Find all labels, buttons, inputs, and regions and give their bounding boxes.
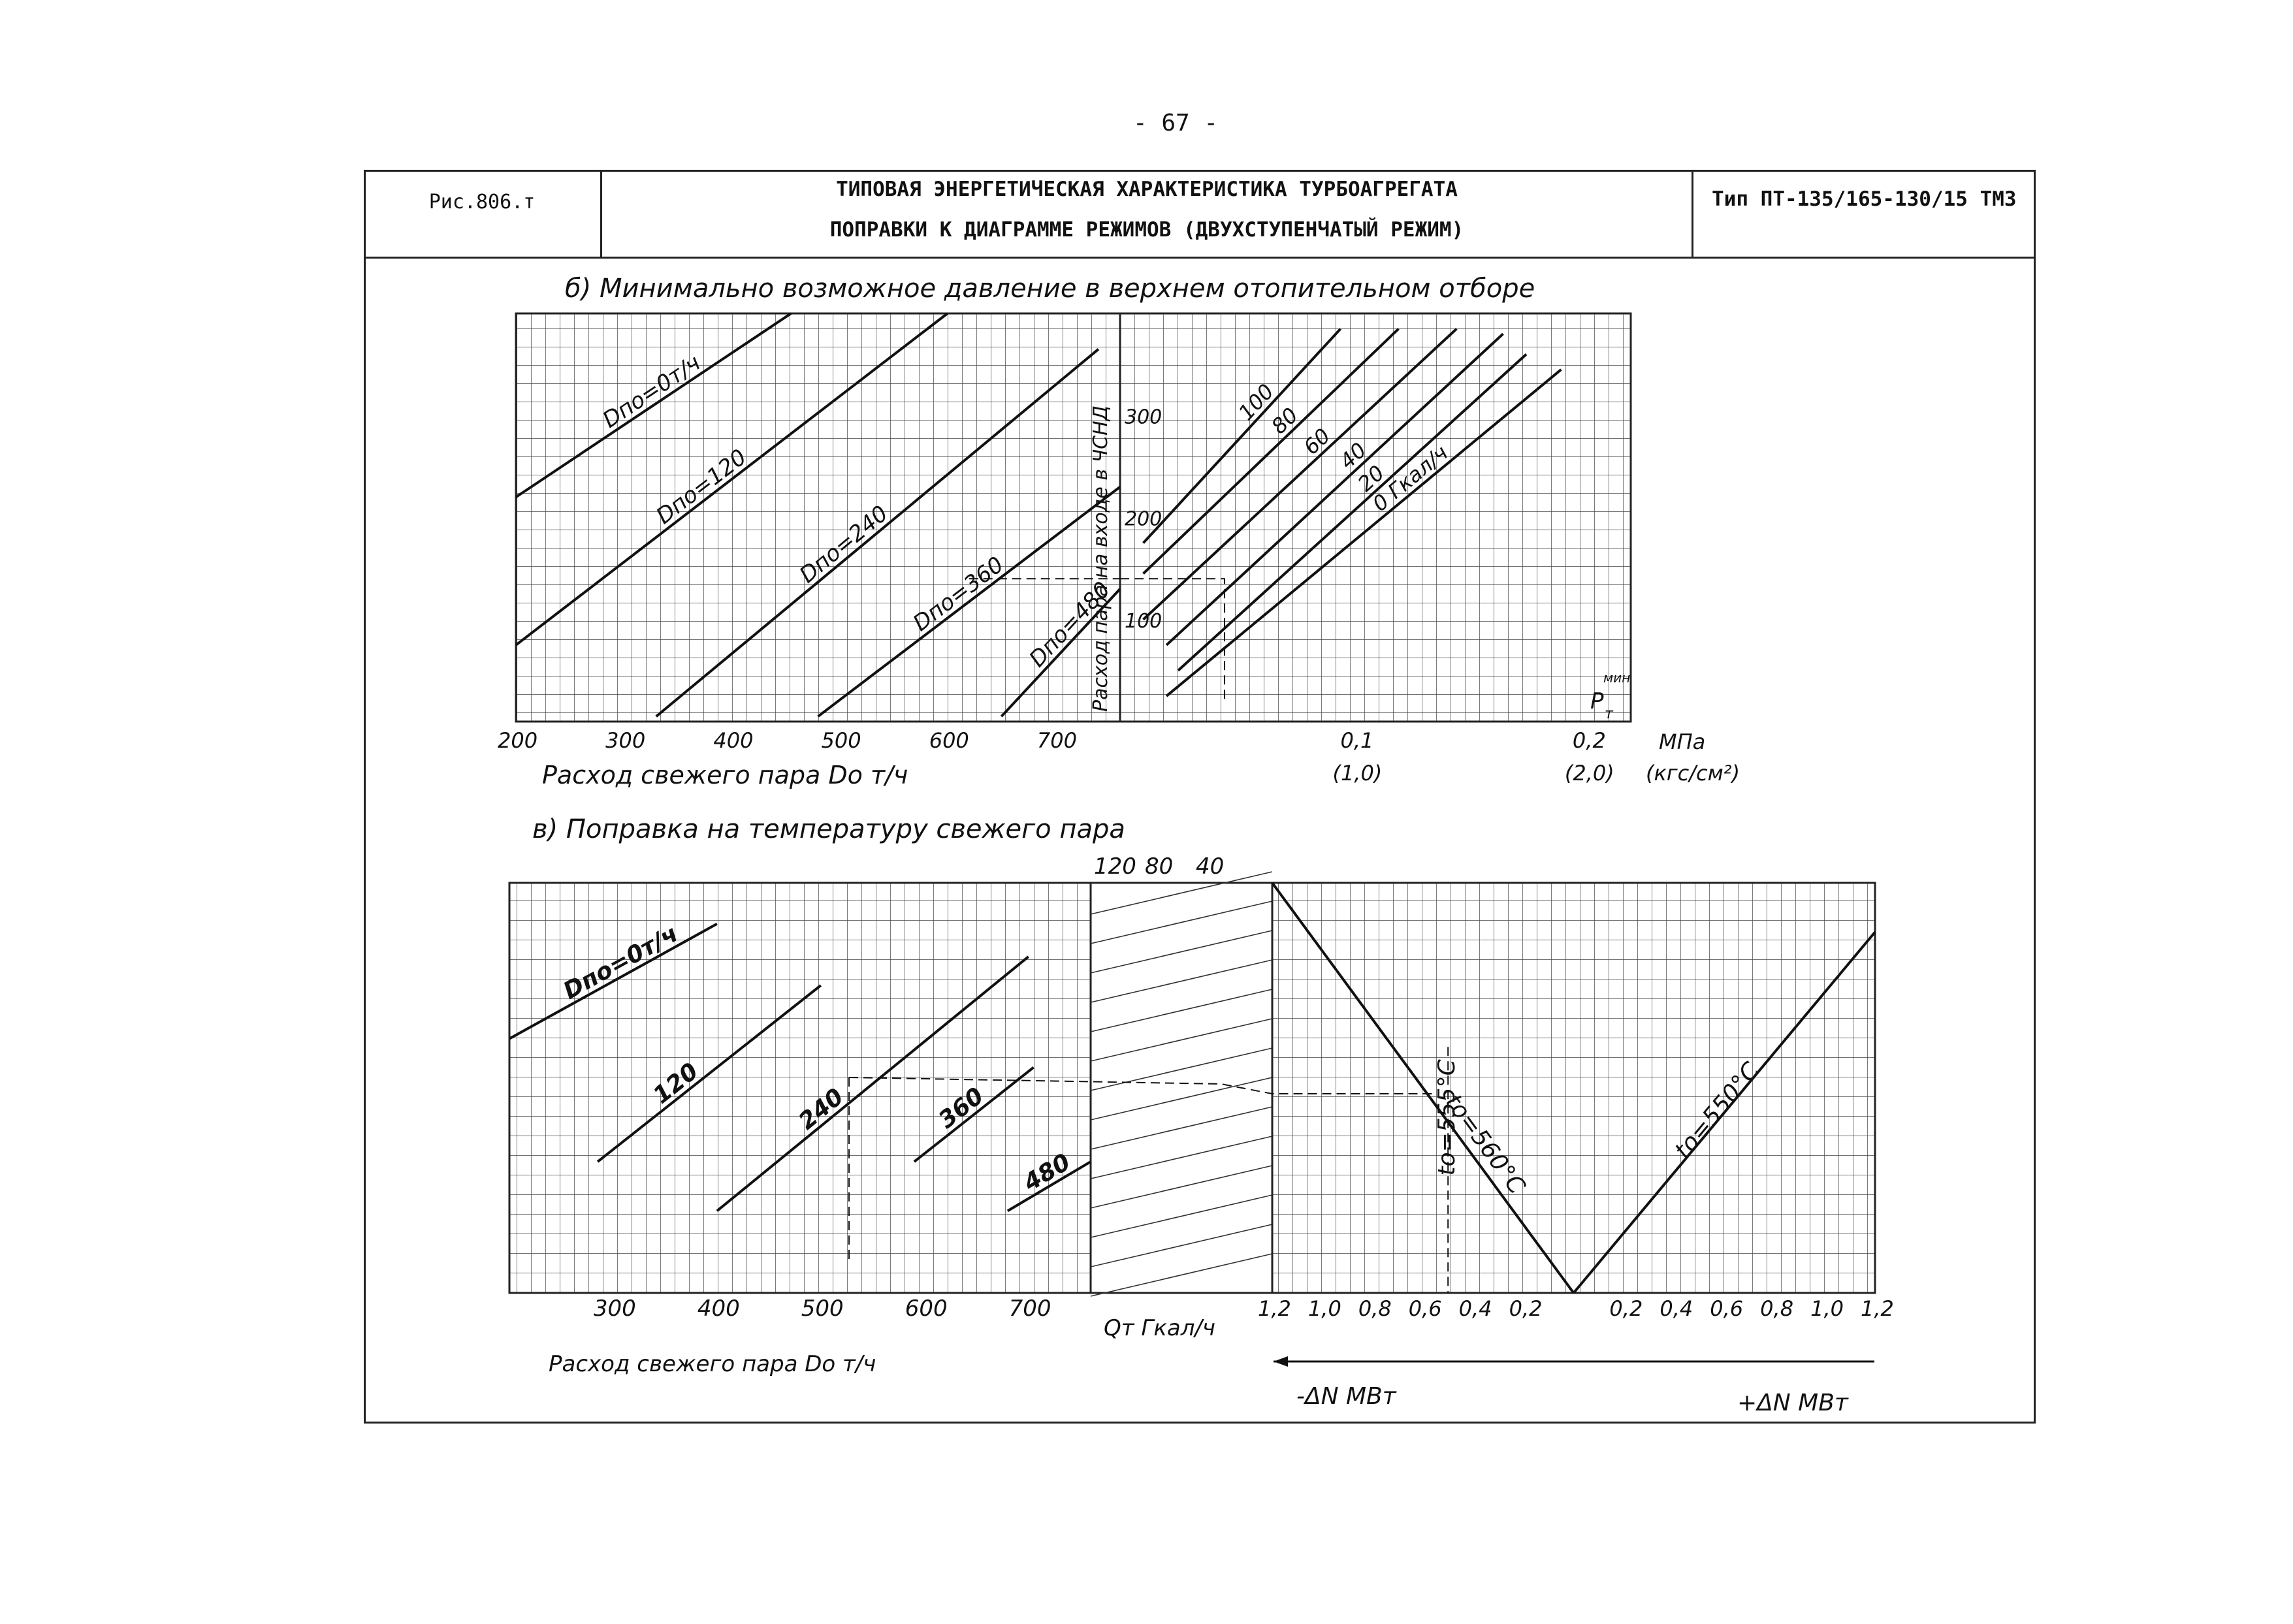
chart-b-x-tick: 500 (822, 728, 861, 753)
chart-v-right-x-tick-pos: 0,6 (1710, 1296, 1743, 1321)
chart-b-right-series-line (1142, 328, 1342, 544)
hatch-line (1090, 1018, 1273, 1062)
chart-v-example-path (848, 1077, 1434, 1094)
chart-b-right-y-tick: 200 (1125, 508, 1162, 531)
chart-v-left-panel (508, 882, 1092, 1294)
drawing-frame (364, 170, 2036, 1424)
chart-b-right-series-line (1165, 332, 1504, 646)
chart-b-right-series-line (1165, 368, 1562, 697)
title-line-1: ТИПОВАЯ ЭНЕРГЕТИЧЕСКАЯ ХАРАКТЕРИСТИКА ТУ… (836, 178, 1458, 201)
chart-v-right-series-line (1572, 931, 1876, 1294)
chart-v-neg-label: -ΔN МВт (1296, 1383, 1397, 1410)
chart-b-corner-sup: мин (1603, 670, 1630, 686)
chart-v-pos-label: +ΔN МВт (1737, 1390, 1849, 1416)
chart-b-x-tick: 600 (929, 728, 969, 753)
chart-v-middle-panel (1089, 871, 1274, 1297)
chart-v-right-x-tick-neg: 0,4 (1459, 1296, 1492, 1321)
chart-b-x-tick: 700 (1037, 728, 1077, 753)
chart-v-x-tick: 600 (905, 1296, 948, 1322)
figure-label: Рис.806.т (364, 170, 602, 257)
chart-b-title: б) Минимально возможное давление в верхн… (565, 274, 1535, 304)
chart-b-series-line (817, 486, 1121, 718)
chart-b-right-series-line (1142, 327, 1400, 575)
title-block: Рис.806.т ТИПОВАЯ ЭНЕРГЕТИЧЕСКАЯ ХАРАКТЕ… (364, 170, 2036, 259)
chart-v-right-panel (1271, 882, 1876, 1294)
chart-b-series-line (515, 312, 792, 498)
chart-b-ylabel: Расход пара на входе в ЧСНД (1089, 406, 1112, 712)
chart-v-middle-top-tick: 80 (1145, 853, 1173, 880)
chart-b-series-line (515, 312, 948, 646)
turbine-type: Тип ПТ-135/165-130/15 ТМЗ (1712, 187, 2017, 211)
chart-v-series-line (596, 984, 822, 1163)
chart-b-right-x-tick: 0,2 (1573, 728, 1606, 753)
page-number: - 67 - (1132, 110, 1219, 136)
chart-v-x-tick: 300 (594, 1296, 636, 1322)
hatch-line (1090, 1106, 1273, 1150)
chart-v-right-x-tick-pos: 0,2 (1609, 1296, 1643, 1321)
hatch-line (1090, 1165, 1273, 1209)
hatch-line (1090, 959, 1273, 1003)
chart-v-right-x-tick-neg: 0,8 (1358, 1296, 1392, 1321)
chart-b-x-tick: 400 (713, 728, 753, 753)
chart-b-right-example-path (1120, 578, 1225, 701)
chart-b-corner-label: P (1590, 688, 1604, 714)
chart-v-series-line (1006, 1160, 1092, 1213)
chart-v-middle-top-tick: 40 (1196, 853, 1224, 880)
chart-v-x-tick: 400 (698, 1296, 740, 1322)
hatch-line (1090, 1224, 1273, 1267)
chart-b-right-y-tick: 300 (1125, 406, 1162, 428)
chart-v-title: в) Поправка на температуру свежего пара (532, 814, 1125, 844)
hatch-line (1090, 1194, 1273, 1238)
chart-v-right-x-tick-pos: 1,0 (1810, 1296, 1844, 1321)
chart-b-right-x-tick: 0,1 (1340, 728, 1373, 753)
chart-b-series-line (655, 348, 1100, 718)
title-line-2: ПОПРАВКИ К ДИАГРАММЕ РЕЖИМОВ (ДВУХСТУПЕН… (829, 218, 1464, 242)
chart-v-x-tick: 700 (1009, 1296, 1051, 1322)
hatch-line (1090, 1047, 1273, 1091)
chart-v-middle-xlabel: Qт Гкал/ч (1104, 1315, 1215, 1341)
chart-b-corner-sub: т (1605, 706, 1614, 722)
delta-n-arrow-head (1274, 1356, 1288, 1367)
chart-b-right-series-line (1142, 327, 1458, 621)
hatch-line (1090, 1136, 1273, 1179)
chart-b-right-y-tick: 100 (1125, 610, 1162, 633)
hatch-line (1090, 1077, 1273, 1121)
chart-b-right-series-line (1177, 353, 1528, 672)
hatch-line (1090, 930, 1273, 974)
chart-b-right-x-tick-kgf: (2,0) (1565, 761, 1614, 786)
chart-v-middle-top-tick: 120 (1094, 853, 1136, 880)
chart-v-right-x-tick-pos: 0,8 (1760, 1296, 1793, 1321)
chart-v-series-line (509, 923, 718, 1040)
chart-v-x-tick: 500 (801, 1296, 844, 1322)
hatch-line (1090, 1253, 1273, 1297)
chart-v-right-x-tick-pos: 1,2 (1861, 1296, 1894, 1321)
chart-b-right-x-tick-kgf: (1,0) (1332, 761, 1382, 786)
middle-hatch (1090, 871, 1273, 1297)
hatch-line (1090, 989, 1273, 1032)
chart-b-x-unit-kgf: (кгс/см²) (1646, 761, 1740, 786)
title-cell: ТИПОВАЯ ЭНЕРГЕТИЧЕСКАЯ ХАРАКТЕРИСТИКА ТУ… (602, 170, 1693, 257)
chart-v-right-x-tick-neg: 0,2 (1509, 1296, 1543, 1321)
chart-v-right-x-tick-neg: 0,6 (1409, 1296, 1442, 1321)
chart-b-left-panel (515, 312, 1121, 723)
chart-v-series-line (716, 955, 1029, 1212)
hatch-line (1090, 871, 1273, 915)
chart-v-right-x-tick-pos: 0,4 (1660, 1296, 1693, 1321)
chart-v-right-series-label: tо=555°С (1434, 1059, 1460, 1175)
chart-v-xlabel: Расход свежего пара Do т/ч (549, 1351, 876, 1377)
chart-b-x-tick: 200 (498, 728, 537, 753)
chart-v-series-line (913, 1066, 1034, 1163)
chart-v-right-x-tick-neg: 1,2 (1258, 1296, 1291, 1321)
hatch-line (1090, 900, 1273, 944)
chart-b-x-tick: 300 (605, 728, 645, 753)
chart-b-xlabel: Расход свежего пара Do т/ч (542, 761, 908, 789)
chart-v-right-series-line (1271, 882, 1575, 1294)
chart-b-series-line (1000, 588, 1121, 718)
chart-b-x-unit: МПа (1659, 729, 1705, 754)
chart-v-right-x-tick-neg: 1,0 (1308, 1296, 1341, 1321)
